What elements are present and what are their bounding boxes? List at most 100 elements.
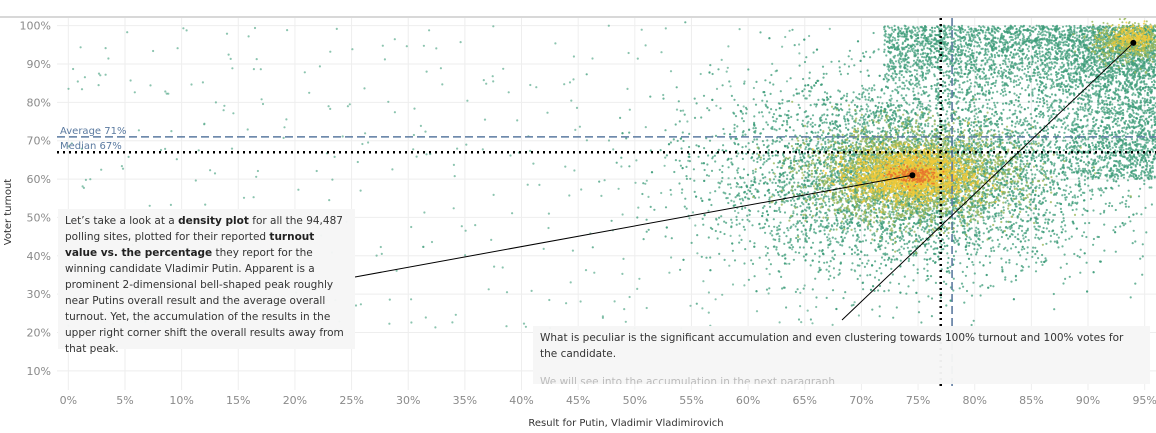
data-point bbox=[1055, 125, 1058, 129]
data-point bbox=[1049, 234, 1052, 237]
data-point bbox=[1150, 186, 1153, 189]
data-point bbox=[785, 306, 788, 309]
data-point bbox=[754, 131, 757, 134]
data-point bbox=[757, 210, 760, 213]
data-point bbox=[1053, 162, 1056, 165]
data-point bbox=[931, 125, 934, 128]
data-point bbox=[810, 87, 813, 90]
data-point bbox=[1023, 247, 1026, 250]
data-point bbox=[890, 267, 893, 270]
data-point bbox=[896, 86, 899, 89]
data-point bbox=[907, 285, 910, 288]
data-point bbox=[808, 213, 812, 216]
data-point bbox=[1036, 221, 1039, 225]
data-point bbox=[877, 110, 881, 113]
data-point bbox=[695, 102, 698, 105]
data-point bbox=[993, 114, 996, 117]
data-point bbox=[973, 105, 976, 108]
data-point bbox=[1015, 115, 1019, 118]
data-point bbox=[1031, 255, 1034, 258]
data-point bbox=[929, 202, 932, 205]
data-point bbox=[962, 208, 965, 211]
data-point bbox=[628, 165, 631, 168]
data-point bbox=[683, 113, 686, 116]
data-point bbox=[1011, 208, 1014, 212]
data-point bbox=[793, 157, 796, 160]
data-point bbox=[857, 122, 860, 125]
data-point bbox=[990, 120, 993, 123]
data-point bbox=[714, 190, 717, 193]
data-point bbox=[737, 167, 740, 170]
data-point bbox=[881, 115, 884, 118]
data-point bbox=[925, 279, 928, 282]
data-point bbox=[832, 228, 835, 231]
data-point bbox=[967, 118, 970, 121]
data-point bbox=[788, 99, 791, 103]
data-point bbox=[1048, 230, 1051, 233]
data-point bbox=[823, 195, 826, 198]
data-point bbox=[922, 116, 925, 119]
data-point bbox=[953, 139, 957, 142]
data-point bbox=[1007, 138, 1010, 141]
data-point bbox=[969, 85, 972, 88]
data-point bbox=[941, 238, 945, 241]
data-point bbox=[649, 205, 652, 208]
data-point bbox=[1032, 212, 1035, 215]
data-point bbox=[925, 226, 928, 229]
data-point bbox=[808, 71, 811, 74]
data-point bbox=[902, 76, 905, 79]
data-point bbox=[1053, 232, 1056, 235]
data-point bbox=[883, 290, 886, 293]
data-point bbox=[835, 114, 838, 117]
data-point bbox=[889, 129, 893, 132]
data-point bbox=[836, 133, 839, 136]
data-point bbox=[957, 164, 961, 167]
data-point bbox=[849, 114, 852, 117]
data-point bbox=[863, 234, 866, 237]
data-point bbox=[968, 236, 971, 239]
data-point bbox=[968, 101, 971, 104]
data-point bbox=[961, 219, 964, 222]
data-point bbox=[714, 134, 718, 137]
data-point bbox=[896, 137, 900, 140]
data-point bbox=[984, 254, 988, 258]
data-point bbox=[1034, 270, 1038, 273]
data-point bbox=[833, 276, 836, 279]
data-point bbox=[858, 142, 861, 145]
data-point bbox=[1055, 191, 1058, 195]
data-point bbox=[809, 185, 813, 188]
data-point bbox=[861, 281, 865, 284]
data-point bbox=[674, 159, 678, 162]
data-point bbox=[1063, 253, 1066, 256]
data-point bbox=[1026, 251, 1029, 254]
data-point bbox=[781, 181, 784, 184]
data-point bbox=[628, 131, 631, 134]
data-point bbox=[791, 175, 794, 178]
data-point bbox=[838, 70, 842, 73]
data-point bbox=[921, 102, 924, 106]
data-point bbox=[1047, 222, 1050, 225]
data-point bbox=[711, 72, 714, 76]
data-point bbox=[751, 262, 755, 265]
data-point bbox=[1126, 179, 1130, 182]
data-point bbox=[998, 243, 1001, 246]
data-point bbox=[832, 145, 835, 148]
data-point bbox=[649, 95, 652, 98]
data-point bbox=[942, 280, 946, 283]
data-point bbox=[720, 180, 723, 183]
data-point bbox=[940, 243, 943, 247]
data-point bbox=[878, 305, 881, 308]
data-point bbox=[918, 108, 922, 111]
data-point bbox=[688, 155, 691, 158]
data-point bbox=[813, 204, 817, 207]
data-point bbox=[1052, 292, 1055, 296]
data-point bbox=[880, 117, 883, 120]
data-point bbox=[984, 222, 987, 225]
data-point bbox=[771, 127, 774, 130]
data-point bbox=[834, 123, 837, 126]
data-point bbox=[653, 208, 656, 211]
data-point bbox=[768, 171, 771, 174]
data-point bbox=[771, 154, 774, 157]
data-point bbox=[800, 191, 804, 194]
data-point bbox=[753, 115, 756, 118]
